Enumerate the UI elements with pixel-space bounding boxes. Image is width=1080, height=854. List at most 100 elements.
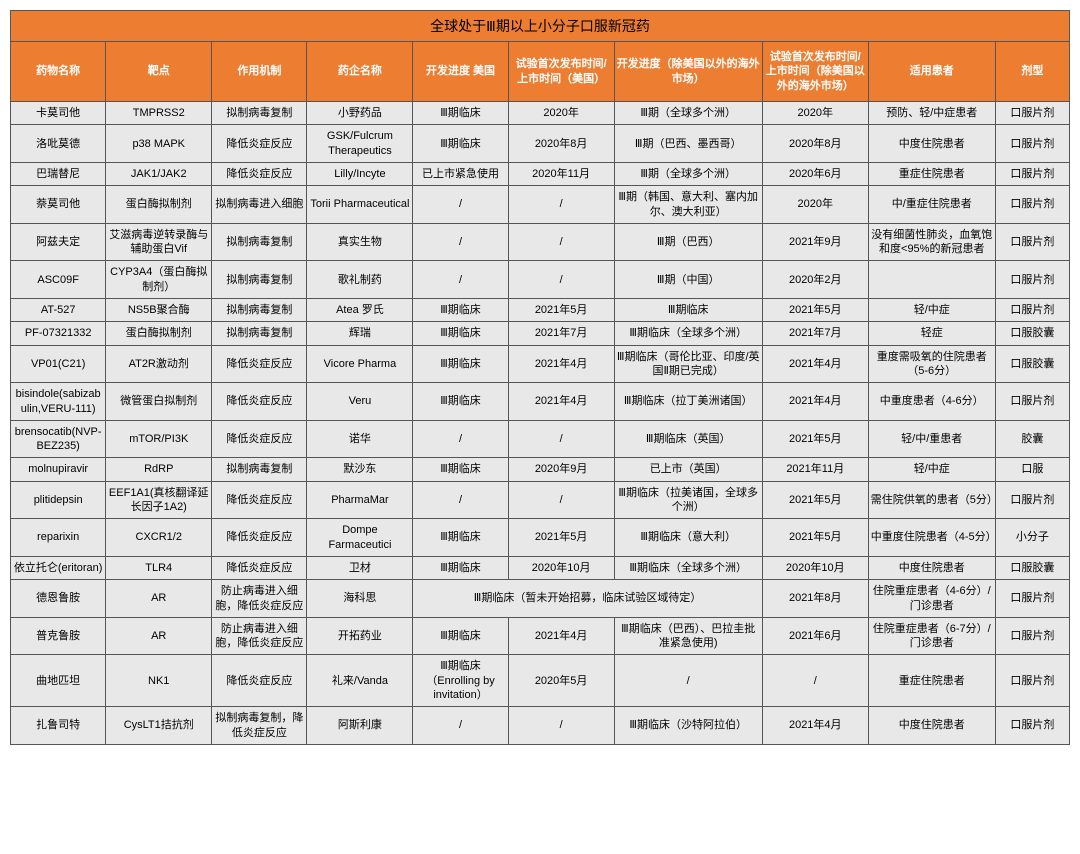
table-cell: Ⅲ期（巴西）: [614, 223, 762, 261]
table-cell: /: [508, 420, 614, 458]
table-cell: 卡莫司他: [11, 102, 106, 125]
table-row: brensocatib(NVP-BEZ235)mTOR/PI3K降低炎症反应诺华…: [11, 420, 1070, 458]
table-cell: ASC09F: [11, 261, 106, 299]
table-cell: 2021年4月: [762, 707, 868, 745]
table-cell: 口服胶囊: [995, 345, 1069, 383]
table-cell: Ⅲ期（中国）: [614, 261, 762, 299]
table-cell: Ⅲ期（全球多个洲）: [614, 102, 762, 125]
table-cell: 辉瑞: [307, 322, 413, 345]
table-cell: 防止病毒进入细胞，降低炎症反应: [212, 617, 307, 655]
table-cell: Ⅲ期临床: [413, 458, 508, 481]
table-cell: AR: [106, 580, 212, 618]
column-header: 药企名称: [307, 42, 413, 102]
table-cell: Torii Pharmaceutical: [307, 186, 413, 224]
column-header: 开发进度 美国: [413, 42, 508, 102]
table-row: 巴瑞替尼JAK1/JAK2降低炎症反应Lilly/Incyte已上市紧急使用20…: [11, 162, 1070, 185]
table-cell: /: [508, 223, 614, 261]
table-header-row: 药物名称靶点作用机制药企名称开发进度 美国试验首次发布时间/上市时间（美国）开发…: [11, 42, 1070, 102]
table-cell: 2021年8月: [762, 580, 868, 618]
table-cell: molnupiravir: [11, 458, 106, 481]
table-cell: Ⅲ期临床: [413, 556, 508, 579]
table-cell: 2021年9月: [762, 223, 868, 261]
table-cell: 依立托仑(eritoran): [11, 556, 106, 579]
table-cell: 降低炎症反应: [212, 345, 307, 383]
table-cell: /: [508, 707, 614, 745]
table-cell: /: [508, 261, 614, 299]
table-cell: 2021年4月: [508, 383, 614, 421]
table-cell: Ⅲ期临床（全球多个洲）: [614, 556, 762, 579]
table-cell: Lilly/Incyte: [307, 162, 413, 185]
table-row: 依立托仑(eritoran)TLR4降低炎症反应卫材Ⅲ期临床2020年10月Ⅲ期…: [11, 556, 1070, 579]
table-cell: p38 MAPK: [106, 125, 212, 163]
table-cell: Ⅲ期临床: [413, 519, 508, 557]
table-cell: Ⅲ期临床: [614, 299, 762, 322]
table-cell: 2020年11月: [508, 162, 614, 185]
table-cell: [868, 261, 995, 299]
table-cell: 2020年10月: [508, 556, 614, 579]
table-cell: 普克鲁胺: [11, 617, 106, 655]
column-header: 试验首次发布时间/上市时间（除美国以外的海外市场）: [762, 42, 868, 102]
table-cell: 轻/中症: [868, 299, 995, 322]
table-cell: bisindole(sabizabulin,VERU-111): [11, 383, 106, 421]
table-cell: 重度需吸氧的住院患者（5-6分）: [868, 345, 995, 383]
table-cell: 真实生物: [307, 223, 413, 261]
table-cell: 住院重症患者（4-6分）/门诊患者: [868, 580, 995, 618]
table-cell: Ⅲ期（巴西、墨西哥）: [614, 125, 762, 163]
column-header: 剂型: [995, 42, 1069, 102]
table-cell: Ⅲ期临床（沙特阿拉伯）: [614, 707, 762, 745]
table-cell: 诺华: [307, 420, 413, 458]
table-cell: 降低炎症反应: [212, 519, 307, 557]
table-cell: Ⅲ期临床（拉丁美洲诸国）: [614, 383, 762, 421]
table-row: plitidepsinEEF1A1(真核翻译延长因子1A2)降低炎症反应Phar…: [11, 481, 1070, 519]
table-title-row: 全球处于Ⅲ期以上小分子口服新冠药: [11, 11, 1070, 42]
table-cell: 2021年11月: [762, 458, 868, 481]
table-cell: 口服: [995, 458, 1069, 481]
table-cell: 口服片剂: [995, 186, 1069, 224]
table-cell: Ⅲ期临床（暂未开始招募，临床试验区域待定）: [413, 580, 762, 618]
table-cell: 拟制病毒复制: [212, 261, 307, 299]
table-cell: Ⅲ期（韩国、意大利、塞内加尔、澳大利亚）: [614, 186, 762, 224]
table-cell: Ⅲ期临床（意大利）: [614, 519, 762, 557]
table-cell: 2021年4月: [762, 345, 868, 383]
table-cell: 2021年4月: [508, 345, 614, 383]
table-cell: EEF1A1(真核翻译延长因子1A2): [106, 481, 212, 519]
table-cell: mTOR/PI3K: [106, 420, 212, 458]
table-cell: 口服片剂: [995, 223, 1069, 261]
table-cell: NK1: [106, 655, 212, 707]
table-cell: 小野药品: [307, 102, 413, 125]
table-cell: 海科思: [307, 580, 413, 618]
table-cell: 住院重症患者（6-7分）/门诊患者: [868, 617, 995, 655]
table-cell: 拟制病毒复制: [212, 223, 307, 261]
table-cell: 2020年5月: [508, 655, 614, 707]
table-title: 全球处于Ⅲ期以上小分子口服新冠药: [11, 11, 1070, 42]
table-row: 阿兹夫定艾滋病毒逆转录酶与辅助蛋白Vif拟制病毒复制真实生物//Ⅲ期（巴西）20…: [11, 223, 1070, 261]
table-row: PF-07321332蛋白酶拟制剂拟制病毒复制辉瑞Ⅲ期临床2021年7月Ⅲ期临床…: [11, 322, 1070, 345]
table-cell: PharmaMar: [307, 481, 413, 519]
table-cell: Ⅲ期临床（英国）: [614, 420, 762, 458]
table-cell: 口服片剂: [995, 617, 1069, 655]
table-cell: 需住院供氧的患者（5分）: [868, 481, 995, 519]
table-cell: 德恩鲁胺: [11, 580, 106, 618]
table-cell: 口服片剂: [995, 707, 1069, 745]
column-header: 开发进度（除美国以外的海外市场）: [614, 42, 762, 102]
table-cell: 没有细菌性肺炎，血氧饱和度<95%的新冠患者: [868, 223, 995, 261]
table-cell: 2020年6月: [762, 162, 868, 185]
column-header: 靶点: [106, 42, 212, 102]
table-cell: RdRP: [106, 458, 212, 481]
table-cell: 曲地匹坦: [11, 655, 106, 707]
column-header: 药物名称: [11, 42, 106, 102]
table-row: reparixinCXCR1/2降低炎症反应Dompe Farmaceutici…: [11, 519, 1070, 557]
table-cell: 2021年4月: [762, 383, 868, 421]
table-cell: AT-527: [11, 299, 106, 322]
table-cell: 2021年6月: [762, 617, 868, 655]
table-cell: 2020年: [762, 102, 868, 125]
table-cell: 中重度患者（4-6分）: [868, 383, 995, 421]
table-cell: 小分子: [995, 519, 1069, 557]
table-cell: 2021年5月: [508, 519, 614, 557]
table-row: ASC09FCYP3A4（蛋白酶拟制剂）拟制病毒复制歌礼制药//Ⅲ期（中国）20…: [11, 261, 1070, 299]
table-row: bisindole(sabizabulin,VERU-111)微管蛋白拟制剂降低…: [11, 383, 1070, 421]
column-header: 适用患者: [868, 42, 995, 102]
table-cell: 2020年: [508, 102, 614, 125]
table-cell: 已上市（英国）: [614, 458, 762, 481]
table-cell: AR: [106, 617, 212, 655]
